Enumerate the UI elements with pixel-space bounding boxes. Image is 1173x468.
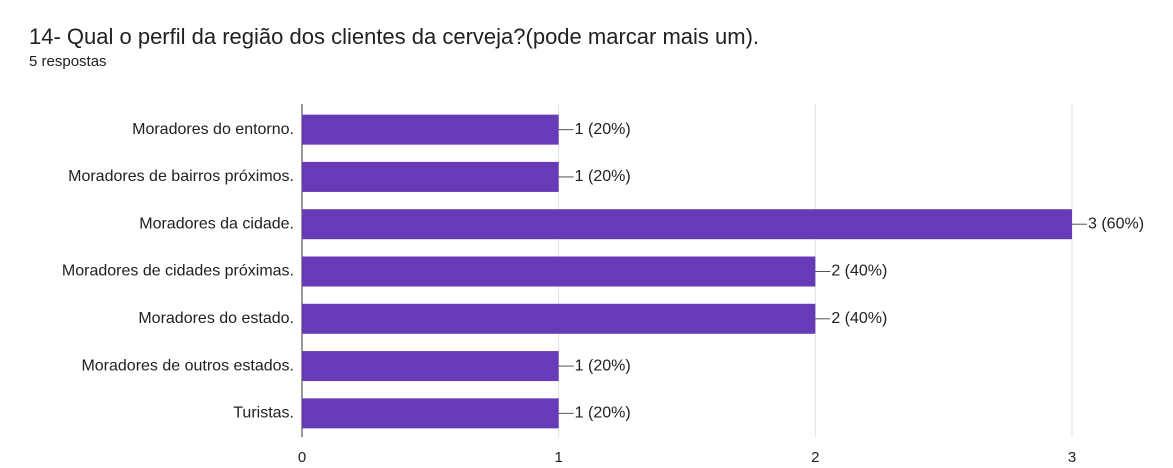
bar <box>302 114 559 145</box>
data-label: 2 (40%) <box>831 263 887 280</box>
bar <box>302 351 559 382</box>
x-tick-label: 1 <box>554 449 562 466</box>
data-label: 2 (40%) <box>831 310 887 327</box>
y-tick-label: Moradores de outros estados. <box>81 357 294 374</box>
data-label: 1 (20%) <box>575 357 631 374</box>
y-tick-label: Turistas. <box>233 405 294 422</box>
chart-subtitle: 5 respostas <box>29 53 107 70</box>
y-tick-label: Moradores de cidades próximas. <box>62 263 294 280</box>
bar <box>302 209 1072 240</box>
bar <box>302 303 816 334</box>
data-label: 1 (20%) <box>575 168 631 185</box>
x-tick-label: 2 <box>811 449 819 466</box>
data-label: 1 (20%) <box>575 121 631 138</box>
x-tick-label: 0 <box>298 449 306 466</box>
chart-title: 14- Qual o perfil da região dos clientes… <box>29 24 759 49</box>
bar <box>302 398 559 429</box>
y-tick-label: Moradores do estado. <box>138 310 294 327</box>
x-tick-label: 3 <box>1068 449 1076 466</box>
y-tick-label: Moradores de bairros próximos. <box>68 168 294 185</box>
data-label: 1 (20%) <box>575 405 631 422</box>
data-label: 3 (60%) <box>1088 215 1144 232</box>
bar <box>302 161 559 192</box>
bar <box>302 256 816 287</box>
y-tick-label: Moradores do entorno. <box>132 121 294 138</box>
y-tick-label: Moradores da cidade. <box>139 215 294 232</box>
